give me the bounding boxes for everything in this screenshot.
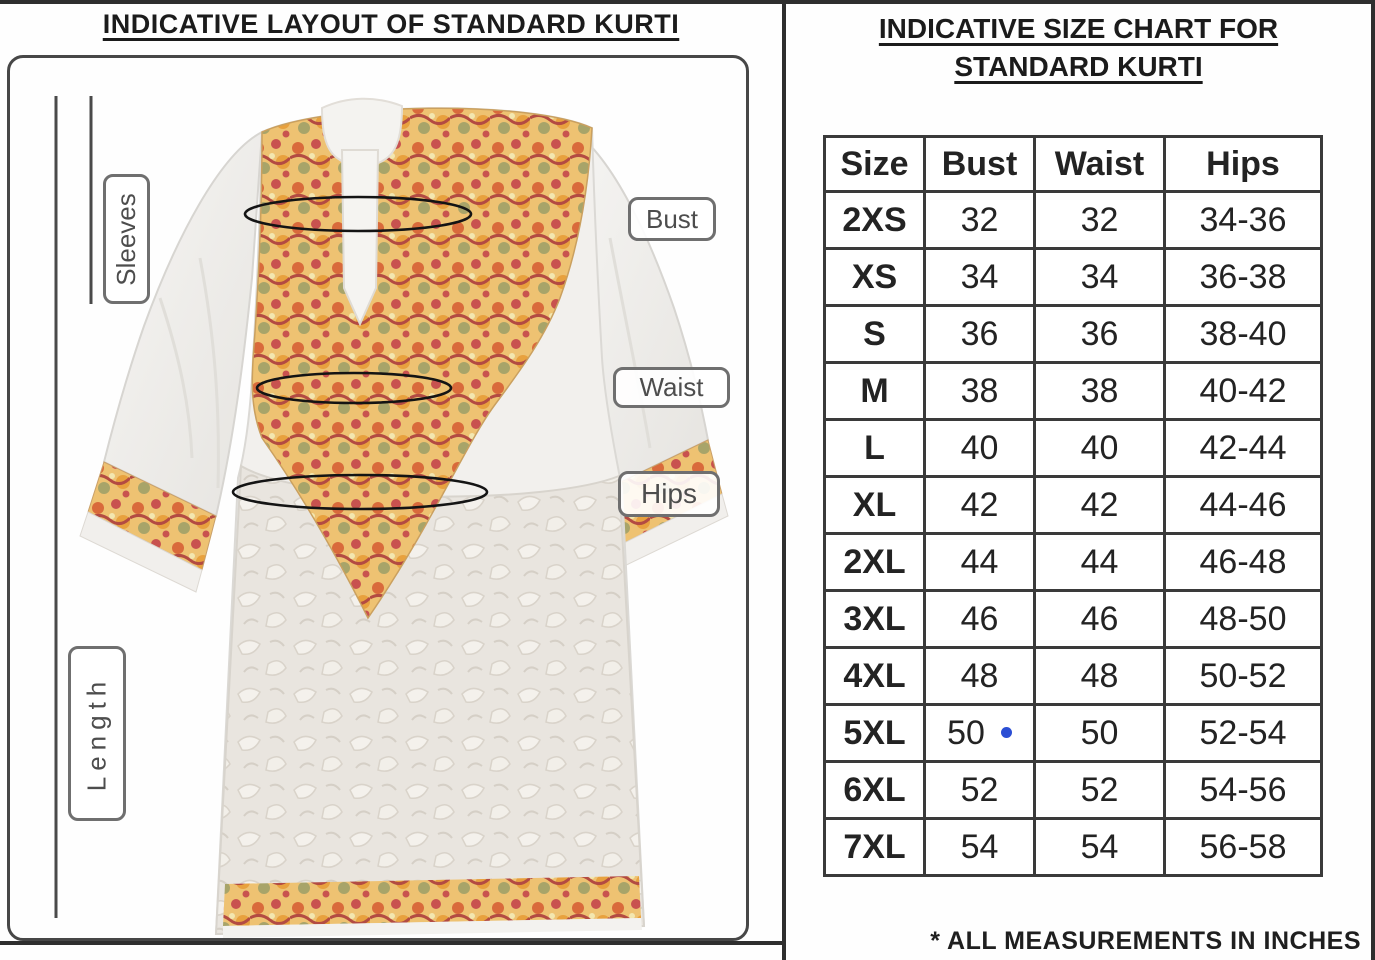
measure-cell: 34 bbox=[1033, 247, 1166, 307]
size-cell: 6XL bbox=[823, 760, 926, 820]
column-header: Waist bbox=[1033, 135, 1166, 193]
size-row: XL 42 42 44-46 bbox=[823, 475, 1323, 535]
measure-cell: 46 bbox=[923, 589, 1036, 649]
measure-cell: 52 bbox=[1033, 760, 1166, 820]
size-row: 2XS 32 32 34-36 bbox=[823, 190, 1323, 250]
measure-cell: 44-46 bbox=[1163, 475, 1323, 535]
size-row: 5XL 50 50 52-54 bbox=[823, 703, 1323, 763]
size-chart-title: INDICATIVE SIZE CHART FOR STANDARD KURTI bbox=[786, 10, 1371, 86]
measure-cell: 42-44 bbox=[1163, 418, 1323, 478]
measure-cell: 38 bbox=[1033, 361, 1166, 421]
bust-ellipse bbox=[243, 195, 473, 233]
size-cell: 3XL bbox=[823, 589, 926, 649]
measure-cell: 48 bbox=[1033, 646, 1166, 706]
size-row: 2XL 44 44 46-48 bbox=[823, 532, 1323, 592]
measurements-footnote: * ALL MEASUREMENTS IN INCHES bbox=[930, 927, 1361, 955]
size-chart-table: Size Bust Waist Hips 2XS 32 32 34-36 XS 34 34 36-3… bbox=[823, 135, 1323, 877]
measure-cell: 40-42 bbox=[1163, 361, 1323, 421]
top-border-line bbox=[0, 0, 1375, 4]
bust-label: Bust bbox=[628, 197, 716, 241]
measure-cell: 56-58 bbox=[1163, 817, 1323, 877]
measure-cell: 52-54 bbox=[1163, 703, 1323, 763]
size-table-head-row: Size Bust Waist Hips bbox=[823, 135, 1323, 193]
blue-dot-mark bbox=[1000, 727, 1012, 739]
size-cell: XS bbox=[823, 247, 926, 307]
size-chart-title-line2: STANDARD KURTI bbox=[954, 51, 1203, 82]
waist-ellipse bbox=[255, 371, 453, 405]
measure-cell: 46 bbox=[1033, 589, 1166, 649]
panel-divider bbox=[782, 0, 786, 960]
measure-cell: 46-48 bbox=[1163, 532, 1323, 592]
layout-diagram-box: Sleeves Length Bust Waist Hips bbox=[7, 55, 749, 941]
right-border-line bbox=[1371, 0, 1375, 960]
measure-cell: 32 bbox=[923, 190, 1036, 250]
measure-cell: 38-40 bbox=[1163, 304, 1323, 364]
measure-cell: 48 bbox=[923, 646, 1036, 706]
waist-label: Waist bbox=[613, 367, 730, 408]
size-row: M 38 38 40-42 bbox=[823, 361, 1323, 421]
measure-cell: 50 bbox=[923, 703, 1036, 763]
size-row: S 36 36 38-40 bbox=[823, 304, 1323, 364]
measure-cell: 40 bbox=[1033, 418, 1166, 478]
size-cell: S bbox=[823, 304, 926, 364]
measure-cell: 38 bbox=[923, 361, 1036, 421]
column-header: Size bbox=[823, 135, 926, 193]
size-cell: 7XL bbox=[823, 817, 926, 877]
column-header: Bust bbox=[923, 135, 1036, 193]
size-row: XS 34 34 36-38 bbox=[823, 247, 1323, 307]
size-row: 7XL 54 54 56-58 bbox=[823, 817, 1323, 877]
measure-cell: 34-36 bbox=[1163, 190, 1323, 250]
sleeves-label: Sleeves bbox=[103, 174, 150, 304]
measure-cell: 50 bbox=[1033, 703, 1166, 763]
measure-cell: 54-56 bbox=[1163, 760, 1323, 820]
measure-cell: 32 bbox=[1033, 190, 1166, 250]
size-table-body: 2XS 32 32 34-36 XS 34 34 36-38 S 36 36 38-40 M 38 38 40… bbox=[823, 190, 1323, 877]
left-panel-bottom-line bbox=[0, 941, 786, 945]
measure-cell: 54 bbox=[1033, 817, 1166, 877]
measure-cell: 36 bbox=[1033, 304, 1166, 364]
size-row: L 40 40 42-44 bbox=[823, 418, 1323, 478]
size-row: 3XL 46 46 48-50 bbox=[823, 589, 1323, 649]
measure-cell: 42 bbox=[1033, 475, 1166, 535]
measure-cell: 40 bbox=[923, 418, 1036, 478]
layout-panel-title: INDICATIVE LAYOUT OF STANDARD KURTI bbox=[102, 9, 680, 39]
measure-cell: 34 bbox=[923, 247, 1036, 307]
measure-cell: 50-52 bbox=[1163, 646, 1323, 706]
hips-label: Hips bbox=[618, 471, 720, 517]
column-header: Hips bbox=[1163, 135, 1323, 193]
measure-cell: 44 bbox=[1033, 532, 1166, 592]
size-cell: 2XS bbox=[823, 190, 926, 250]
size-cell: XL bbox=[823, 475, 926, 535]
measure-cell: 36 bbox=[923, 304, 1036, 364]
size-cell: 4XL bbox=[823, 646, 926, 706]
measure-cell: 48-50 bbox=[1163, 589, 1323, 649]
size-chart-panel: INDICATIVE SIZE CHART FOR STANDARD KURTI… bbox=[786, 0, 1371, 960]
size-row: 4XL 48 48 50-52 bbox=[823, 646, 1323, 706]
size-chart-title-line1: INDICATIVE SIZE CHART FOR bbox=[878, 13, 1279, 44]
measure-cell: 52 bbox=[923, 760, 1036, 820]
length-label: Length bbox=[68, 646, 126, 821]
size-cell: 2XL bbox=[823, 532, 926, 592]
size-cell: M bbox=[823, 361, 926, 421]
hips-ellipse bbox=[231, 473, 489, 511]
size-cell: 5XL bbox=[823, 703, 926, 763]
measure-cell: 54 bbox=[923, 817, 1036, 877]
measure-cell: 44 bbox=[923, 532, 1036, 592]
measure-cell: 42 bbox=[923, 475, 1036, 535]
size-row: 6XL 52 52 54-56 bbox=[823, 760, 1323, 820]
measure-cell: 36-38 bbox=[1163, 247, 1323, 307]
layout-panel: INDICATIVE LAYOUT OF STANDARD KURTI bbox=[7, 9, 749, 941]
size-cell: L bbox=[823, 418, 926, 478]
